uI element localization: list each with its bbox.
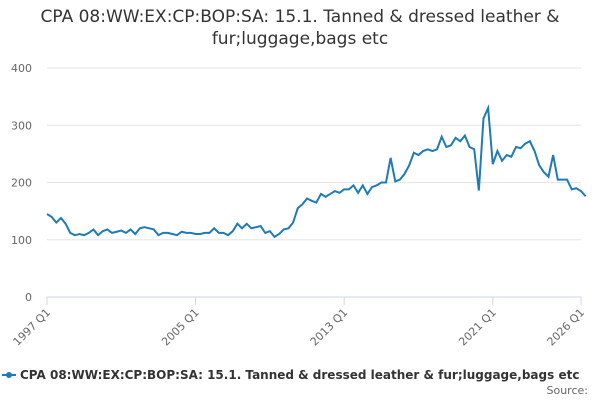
chart-title: CPA 08:WW:EX:CP:BOP:SA: 15.1. Tanned & d… — [40, 7, 560, 49]
y-tick-label: 400 — [11, 62, 32, 75]
y-tick-label: 300 — [11, 119, 32, 132]
source: Source: — [547, 384, 589, 397]
x-tick-label: 2026 Q1 — [545, 306, 588, 349]
legend-label: CPA 08:WW:EX:CP:BOP:SA: 15.1. Tanned & d… — [20, 368, 579, 382]
x-tick-label: 2013 Q1 — [308, 306, 351, 349]
y-tick-label: 100 — [11, 234, 32, 247]
legend-marker — [6, 372, 12, 378]
x-tick-label: 2005 Q1 — [159, 306, 202, 349]
x-tick-label: 2021 Q1 — [456, 306, 499, 349]
x-tick-label: 1997 Q1 — [11, 306, 54, 349]
data-line — [46, 104, 587, 239]
y-tick-label: 200 — [11, 177, 32, 190]
y-tick-label: 0 — [25, 291, 32, 304]
